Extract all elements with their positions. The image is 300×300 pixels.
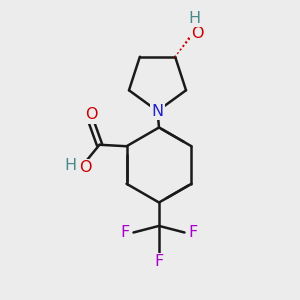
Text: N: N: [152, 103, 164, 118]
Text: O: O: [85, 107, 98, 122]
Text: H: H: [188, 11, 200, 26]
Text: F: F: [188, 225, 197, 240]
Text: O: O: [191, 26, 203, 41]
Text: F: F: [121, 225, 130, 240]
Text: O: O: [79, 160, 92, 175]
Text: H: H: [64, 158, 76, 173]
Text: F: F: [154, 254, 164, 269]
